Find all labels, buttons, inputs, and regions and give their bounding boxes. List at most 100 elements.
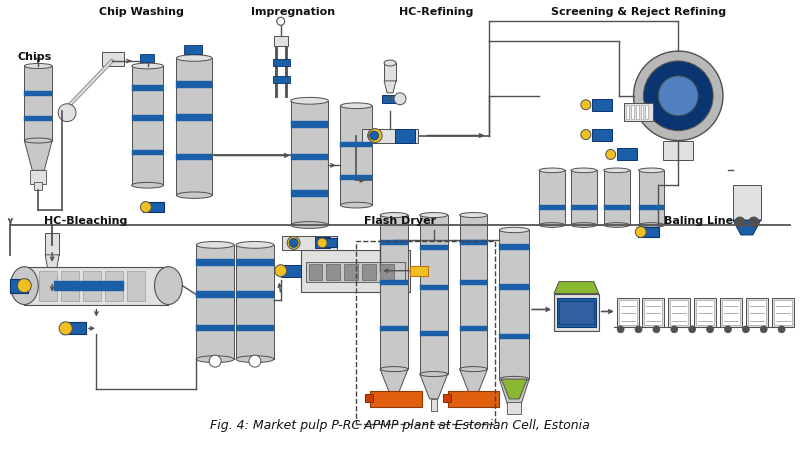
- Ellipse shape: [370, 131, 378, 140]
- Circle shape: [671, 326, 678, 333]
- Bar: [626, 105, 629, 119]
- Ellipse shape: [460, 367, 487, 372]
- Bar: [282, 236, 338, 250]
- Bar: [326, 264, 340, 279]
- Bar: [340, 106, 372, 205]
- Bar: [380, 279, 408, 285]
- Bar: [420, 284, 448, 290]
- Circle shape: [277, 17, 285, 25]
- Text: Baling Line: Baling Line: [663, 216, 733, 226]
- Ellipse shape: [290, 97, 329, 104]
- Bar: [604, 171, 630, 225]
- Bar: [273, 76, 290, 83]
- Bar: [638, 206, 664, 210]
- Bar: [61, 271, 79, 301]
- Bar: [176, 58, 212, 195]
- Bar: [236, 259, 274, 266]
- Bar: [290, 121, 329, 128]
- Bar: [420, 331, 448, 336]
- Bar: [499, 230, 529, 379]
- Bar: [236, 324, 274, 331]
- Polygon shape: [46, 255, 59, 272]
- Bar: [274, 36, 288, 46]
- Bar: [196, 324, 234, 331]
- Polygon shape: [499, 379, 529, 404]
- Text: Impregnation: Impregnation: [250, 7, 334, 17]
- Polygon shape: [384, 81, 396, 93]
- Bar: [420, 215, 448, 374]
- Ellipse shape: [24, 63, 52, 68]
- Bar: [83, 271, 101, 301]
- Bar: [571, 171, 597, 225]
- Bar: [410, 266, 428, 276]
- Ellipse shape: [236, 242, 274, 248]
- Circle shape: [58, 104, 76, 122]
- Bar: [370, 391, 422, 407]
- Bar: [645, 300, 662, 325]
- Bar: [340, 175, 372, 180]
- Ellipse shape: [196, 242, 234, 248]
- Bar: [604, 206, 630, 210]
- Bar: [132, 66, 163, 185]
- Bar: [306, 262, 405, 282]
- Ellipse shape: [638, 223, 664, 227]
- Bar: [382, 95, 398, 103]
- Polygon shape: [460, 369, 487, 394]
- Circle shape: [617, 326, 624, 333]
- Bar: [236, 245, 274, 359]
- Bar: [314, 238, 330, 248]
- Bar: [30, 171, 46, 184]
- Bar: [720, 297, 742, 327]
- Bar: [748, 300, 766, 325]
- Bar: [499, 244, 529, 250]
- Ellipse shape: [132, 63, 163, 69]
- Ellipse shape: [384, 60, 396, 66]
- Polygon shape: [502, 379, 527, 399]
- Bar: [746, 297, 768, 327]
- Bar: [635, 105, 638, 119]
- Bar: [448, 391, 499, 407]
- Bar: [499, 334, 529, 339]
- Bar: [539, 206, 565, 210]
- Bar: [638, 171, 664, 225]
- Circle shape: [760, 326, 767, 333]
- Ellipse shape: [499, 227, 529, 233]
- Bar: [132, 85, 163, 91]
- Ellipse shape: [10, 267, 38, 305]
- Circle shape: [689, 326, 696, 333]
- Ellipse shape: [539, 223, 565, 227]
- Bar: [140, 54, 154, 62]
- Ellipse shape: [420, 212, 448, 217]
- Bar: [380, 326, 408, 331]
- Text: Fig. 4: Market pulp P-RC APMP plant at Estonian Cell, Estonia: Fig. 4: Market pulp P-RC APMP plant at E…: [210, 418, 590, 432]
- Bar: [559, 301, 594, 324]
- Bar: [460, 215, 487, 369]
- Circle shape: [653, 326, 660, 333]
- Bar: [663, 140, 693, 160]
- Bar: [557, 297, 596, 327]
- Bar: [46, 233, 59, 255]
- Bar: [499, 284, 529, 290]
- Ellipse shape: [176, 55, 212, 61]
- Ellipse shape: [380, 212, 408, 217]
- Circle shape: [635, 326, 642, 333]
- Bar: [507, 402, 522, 414]
- Bar: [362, 264, 376, 279]
- Circle shape: [249, 355, 261, 367]
- Ellipse shape: [141, 202, 151, 212]
- Text: Chips: Chips: [17, 52, 51, 62]
- Bar: [694, 297, 716, 327]
- Ellipse shape: [420, 372, 448, 377]
- Bar: [380, 264, 394, 279]
- Bar: [362, 129, 418, 143]
- Bar: [641, 105, 643, 119]
- Ellipse shape: [571, 168, 597, 173]
- Bar: [442, 394, 450, 402]
- Ellipse shape: [274, 265, 286, 277]
- Bar: [460, 326, 487, 331]
- Text: Screening & Reject Refining: Screening & Reject Refining: [551, 7, 726, 17]
- Bar: [290, 153, 329, 160]
- Ellipse shape: [318, 238, 327, 248]
- Ellipse shape: [154, 267, 182, 305]
- Polygon shape: [733, 220, 761, 235]
